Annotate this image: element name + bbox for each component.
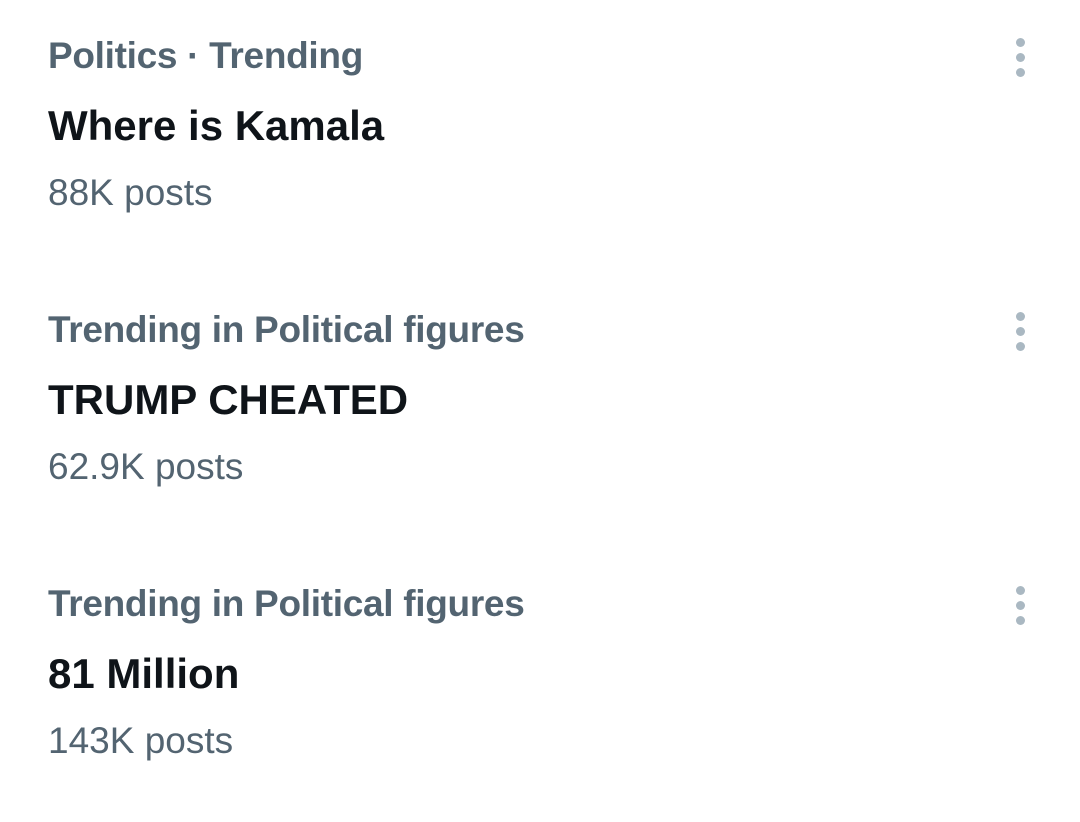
more-vertical-icon[interactable] [1000, 578, 1040, 632]
trend-post-count: 62.9K posts [48, 446, 244, 487]
trend-category: Trending in Political figures [48, 309, 525, 350]
trend-category: Trending in Political figures [48, 583, 525, 624]
trend-category: Politics · Trending [48, 35, 363, 76]
trend-post-count: 143K posts [48, 720, 234, 761]
more-vertical-icon[interactable] [1000, 304, 1040, 358]
more-vertical-icon[interactable] [1000, 30, 1040, 84]
trend-item[interactable]: Politics · Trending Where is Kamala 88K … [0, 0, 1080, 274]
trend-title[interactable]: Where is Kamala [48, 102, 385, 149]
trend-item[interactable]: Trending in Political figures TRUMP CHEA… [0, 274, 1080, 548]
trend-post-count: 88K posts [48, 172, 213, 213]
trend-item[interactable]: Trending in Political figures 81 Million… [0, 548, 1080, 822]
trend-title[interactable]: TRUMP CHEATED [48, 376, 409, 423]
trend-title[interactable]: 81 Million [48, 650, 240, 697]
